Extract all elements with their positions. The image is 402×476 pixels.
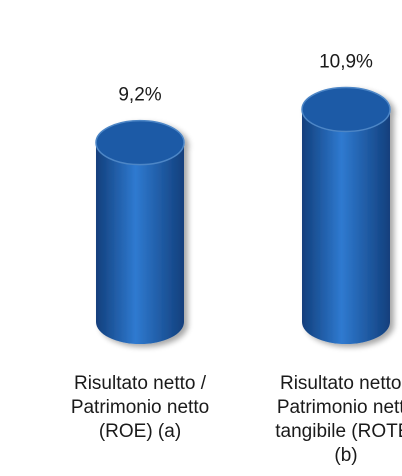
- category-label-2: Risultato netto / Patrimonio netto tangibi…: [275, 373, 402, 466]
- bar-top: [95, 119, 185, 166]
- data-label-1: 9,2%: [118, 85, 161, 106]
- bar-1: [95, 119, 185, 344]
- data-label-2: 10,9%: [319, 51, 373, 72]
- data-labels: 9,2% 10,9%: [118, 51, 373, 105]
- bar-top: [301, 86, 391, 133]
- bar-body: [96, 142, 184, 344]
- category-label-1: Risultato netto / Patrimonio netto (ROE) (…: [71, 373, 209, 442]
- bar-2: [301, 86, 391, 344]
- bars: [95, 86, 391, 344]
- bar-body: [302, 109, 390, 344]
- category-labels: Risultato netto / Patrimonio netto (ROE) (…: [71, 373, 402, 466]
